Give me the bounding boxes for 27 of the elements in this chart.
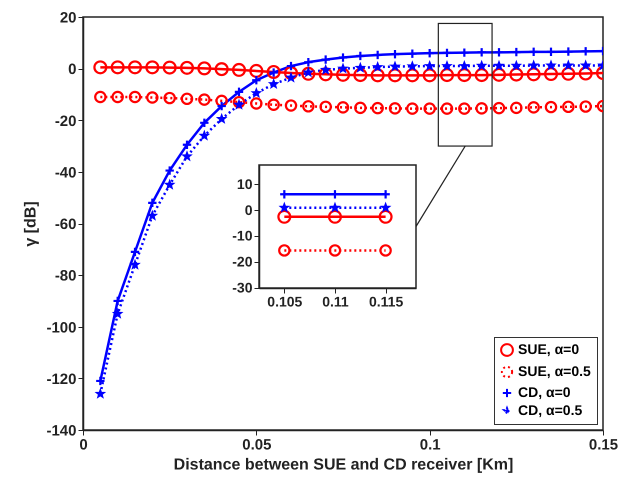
y-tick-label: -140	[46, 422, 76, 440]
legend-label: SUE, α=0	[518, 341, 580, 357]
x-tick-label: 0.105	[267, 294, 303, 310]
x-tick-label: 0.05	[242, 436, 272, 454]
y-tick-label: -120	[46, 370, 76, 388]
legend-label: CD, α=0.5	[518, 402, 582, 418]
y-tick-label: 20	[60, 10, 76, 26]
y-tick-label: 0	[244, 202, 253, 218]
y-tick-label: -80	[54, 268, 76, 285]
y-tick-label: 10	[236, 176, 253, 192]
x-tick-label: 0.15	[588, 436, 618, 454]
x-axis-title: Distance between SUE and CD receiver [Km]	[174, 456, 514, 474]
y-tick-label: -60	[54, 216, 76, 233]
y-tick-label: -10	[232, 228, 253, 244]
y-tick-label: -40	[54, 164, 76, 182]
y-axis-title: γ [dB]	[22, 201, 40, 247]
y-tick-label: -20	[232, 254, 253, 270]
x-tick-label: 0	[79, 436, 88, 454]
legend-label: CD, α=0	[518, 384, 571, 400]
y-tick-label: 0	[68, 61, 76, 78]
x-tick-label: 0.11	[322, 294, 349, 310]
legend-label: SUE, α=0.5	[518, 363, 592, 379]
x-tick-label: 0.115	[368, 294, 404, 310]
y-tick-label: -20	[54, 112, 76, 130]
y-tick-label: -100	[46, 319, 76, 336]
y-tick-label: -30	[232, 280, 253, 296]
x-tick-label: 0.1	[420, 436, 441, 454]
